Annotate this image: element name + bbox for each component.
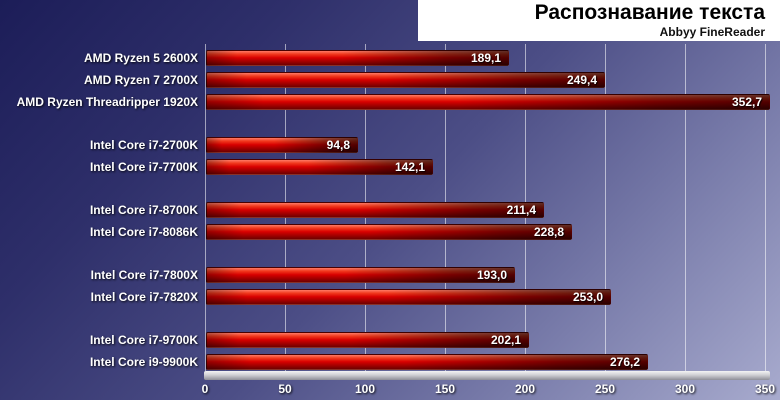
bar-track: 276,2 xyxy=(206,354,780,370)
bar-track: 94,8 xyxy=(206,137,780,153)
bar: 94,8 xyxy=(206,137,358,153)
chart-bar-row: Intel Core i7-7700K 142,1 xyxy=(0,156,780,178)
bar-value-label: 253,0 xyxy=(572,290,603,304)
category-label: AMD Ryzen 5 2600X xyxy=(83,51,198,65)
chart-bar-row: Intel Core i7-7820X 253,0 xyxy=(0,286,780,308)
chart-bar-row: Intel Core i9-9900K 276,2 xyxy=(0,351,780,373)
gridline xyxy=(605,44,606,371)
bar-value-label: 142,1 xyxy=(394,160,425,174)
chart-subtitle: Abbyy FineReader xyxy=(659,24,765,39)
chart-bar-row: Intel Core i7-2700K 94,8 xyxy=(0,134,780,156)
chart-title: Распознавание текста xyxy=(534,1,765,25)
bar: 352,7 xyxy=(206,94,770,110)
bar-group: Intel Core i7-8700K 211,4 Intel Core i7-80… xyxy=(0,199,780,243)
category-label: Intel Core i9-9900K xyxy=(89,355,198,369)
bar-track: 211,4 xyxy=(206,202,780,218)
category-label: Intel Core i7-8700K xyxy=(89,203,198,217)
chart-bar-row: AMD Ryzen Threadripper 1920X 352,7 xyxy=(0,91,780,113)
chart-bar-row: Intel Core i7-7800X 193,0 xyxy=(0,264,780,286)
x-axis-tick-label: 50 xyxy=(278,382,292,396)
bar: 189,1 xyxy=(206,50,509,66)
x-axis-baseline-strip xyxy=(204,371,770,380)
category-label: AMD Ryzen 7 2700X xyxy=(83,73,198,87)
bar-group: Intel Core i7-9700K 202,1 Intel Core i9-99… xyxy=(0,329,780,373)
bar-track: 228,8 xyxy=(206,224,780,240)
bar-value-label: 276,2 xyxy=(609,355,640,369)
category-label: Intel Core i7-7700K xyxy=(89,160,198,174)
bar-track: 249,4 xyxy=(206,72,780,88)
category-label: Intel Core i7-7800X xyxy=(90,268,198,282)
x-axis-tick-label: 200 xyxy=(514,382,536,396)
bar-track: 193,0 xyxy=(206,267,780,283)
x-axis-tick-label: 300 xyxy=(674,382,696,396)
chart-bar-row: Intel Core i7-8700K 211,4 xyxy=(0,199,780,221)
gridline xyxy=(205,44,206,371)
category-label: AMD Ryzen Threadripper 1920X xyxy=(16,95,198,109)
bar-group: Intel Core i7-7800X 193,0 Intel Core i7-78… xyxy=(0,264,780,308)
x-axis-tick-label: 100 xyxy=(354,382,376,396)
bar-value-label: 189,1 xyxy=(470,51,501,65)
bar-rows: AMD Ryzen 5 2600X 189,1 AMD Ryzen 7 2700X 2… xyxy=(0,47,780,394)
bar: 249,4 xyxy=(206,72,605,88)
bar: 202,1 xyxy=(206,332,529,348)
bar: 228,8 xyxy=(206,224,572,240)
chart-bar-row: AMD Ryzen 5 2600X 189,1 xyxy=(0,47,780,69)
bar: 211,4 xyxy=(206,202,544,218)
bar: 142,1 xyxy=(206,159,433,175)
category-label: Intel Core i7-7820X xyxy=(90,290,198,304)
chart-bar-row: Intel Core i7-9700K 202,1 xyxy=(0,329,780,351)
bar-value-label: 228,8 xyxy=(533,225,564,239)
chart-bar-row: AMD Ryzen 7 2700X 249,4 xyxy=(0,69,780,91)
x-axis-tick-label: 150 xyxy=(434,382,456,396)
bar-group: AMD Ryzen 5 2600X 189,1 AMD Ryzen 7 2700X 2… xyxy=(0,47,780,113)
bar-value-label: 352,7 xyxy=(731,95,762,109)
chart-bar-row: Intel Core i7-8086K 228,8 xyxy=(0,221,780,243)
x-axis-tick-label: 0 xyxy=(201,382,209,396)
bar-track: 189,1 xyxy=(206,50,780,66)
bar-track: 253,0 xyxy=(206,289,780,305)
bar-value-label: 193,0 xyxy=(476,268,507,282)
x-axis-tick-label: 250 xyxy=(594,382,616,396)
category-label: Intel Core i7-9700K xyxy=(89,333,198,347)
bar-group: Intel Core i7-2700K 94,8 Intel Core i7-770… xyxy=(0,134,780,178)
bar-track: 202,1 xyxy=(206,332,780,348)
bar-value-label: 211,4 xyxy=(506,203,536,217)
bar-value-label: 202,1 xyxy=(490,333,521,347)
chart-title-box: Распознавание текста Abbyy FineReader xyxy=(418,0,780,41)
bar-track: 352,7 xyxy=(206,94,780,110)
gridline xyxy=(765,44,766,371)
x-axis-tick-label: 350 xyxy=(754,382,776,396)
bar: 276,2 xyxy=(206,354,648,370)
bar: 193,0 xyxy=(206,267,515,283)
bar: 253,0 xyxy=(206,289,611,305)
bar-track: 142,1 xyxy=(206,159,780,175)
x-axis-tick-labels: 0 50 100 150 200 250 300 350 xyxy=(201,382,775,398)
gridline xyxy=(685,44,686,371)
bar-value-label: 94,8 xyxy=(326,138,350,152)
bar-value-label: 249,4 xyxy=(566,73,597,87)
category-label: Intel Core i7-2700K xyxy=(89,138,198,152)
category-label: Intel Core i7-8086K xyxy=(89,225,198,239)
